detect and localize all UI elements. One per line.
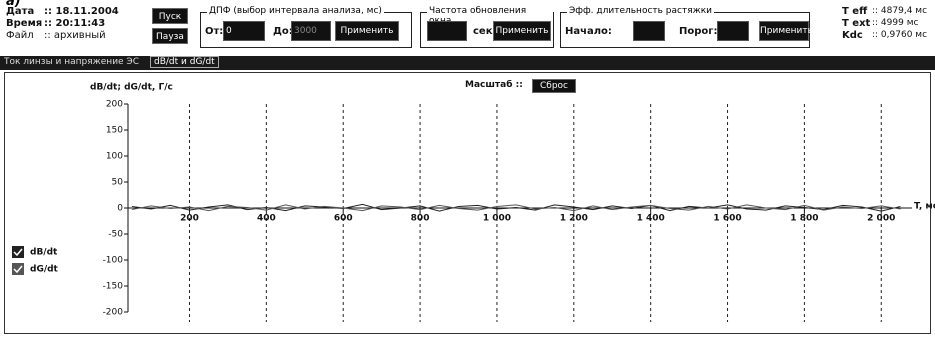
start-input[interactable]	[633, 21, 665, 41]
date-value: :: 18.11.2004	[44, 6, 119, 17]
from-label: От:	[205, 26, 224, 37]
y-tick-label: -150	[103, 282, 124, 292]
apply-button[interactable]: Применить	[493, 21, 551, 41]
time-value: :: 20:11:43	[44, 18, 106, 29]
file-value: :: архивный	[44, 30, 106, 41]
legend-checkbox	[12, 263, 24, 275]
x-tick-label: 1 400	[637, 214, 665, 224]
series-line	[131, 204, 901, 212]
tab-bar	[0, 56, 935, 70]
refresh-group: Частота обновления окна сек Применить	[420, 6, 554, 48]
threshold-input[interactable]	[717, 21, 749, 41]
stat-value: :: 0,9760 мс	[872, 30, 928, 40]
apply-button[interactable]: Применить	[759, 21, 813, 41]
group-title: Эфф. длительность растяжки	[567, 6, 715, 16]
unit-label: сек	[473, 26, 493, 37]
to-input[interactable]: 3000	[291, 21, 331, 41]
pause-button[interactable]: Пауза	[152, 28, 188, 44]
start-button[interactable]: Пуск	[152, 8, 188, 24]
stat-label: T ext	[842, 18, 871, 29]
dft-group: ДПФ (выбор интервала анализа, мс) От: 0 …	[200, 6, 412, 48]
stat-value: :: 4999 мс	[872, 18, 919, 28]
refresh-input[interactable]	[427, 21, 467, 41]
figure-label: а)	[6, 0, 21, 9]
y-tick-label: -200	[103, 308, 124, 318]
file-label: Файл	[6, 30, 34, 41]
x-tick-label: 200	[180, 214, 199, 224]
chart-frame	[4, 72, 931, 334]
legend-label: dG/dt	[30, 265, 59, 275]
tab[interactable]: Ток линзы и напряжение ЭС	[4, 57, 140, 67]
scale-label: Масштаб ::	[465, 80, 523, 90]
y-tick-label: -50	[108, 230, 123, 240]
from-input[interactable]: 0	[223, 21, 265, 41]
reset-button[interactable]: Сброс	[532, 79, 576, 93]
y-tick-label: -100	[103, 256, 124, 266]
y-tick-label: 0	[117, 204, 123, 214]
y-tick-label: 150	[106, 126, 123, 136]
legend-checkbox	[12, 246, 24, 258]
time-label: Время	[6, 18, 43, 29]
date-label: Дата	[6, 6, 35, 17]
stat-label: T eff	[842, 6, 868, 17]
to-label: До:	[273, 26, 293, 37]
threshold-label: Порог:	[679, 26, 718, 37]
group-title: ДПФ (выбор интервала анализа, мс)	[207, 6, 384, 16]
y-tick-label: 50	[112, 178, 124, 188]
start-label: Начало:	[565, 26, 612, 37]
stat-label: Kdc	[842, 30, 863, 41]
x-tick-label: 1 800	[790, 214, 818, 224]
stat-value: :: 4879,4 мс	[872, 6, 928, 16]
x-tick-label: 1 000	[483, 214, 511, 224]
x-tick-label: 1 600	[713, 214, 741, 224]
apply-button[interactable]: Применить	[335, 21, 399, 41]
x-tick-label: 400	[257, 214, 276, 224]
tab-active[interactable]: dB/dt и dG/dt	[150, 56, 219, 68]
legend-label: dB/dt	[30, 248, 58, 258]
x-tick-label: 800	[411, 214, 430, 224]
y-tick-label: 100	[106, 152, 123, 162]
y-tick-label: 200	[106, 100, 123, 110]
legend-check	[13, 265, 23, 274]
stretch-group: Эфф. длительность растяжки Начало: Порог…	[560, 6, 813, 48]
x-tick-label: 600	[334, 214, 353, 224]
y-axis-label: dB/dt; dG/dt, Г/с	[90, 83, 173, 93]
legend-check	[13, 248, 23, 257]
x-tick-label: 2 000	[867, 214, 895, 224]
x-axis-label: T, мс	[914, 202, 935, 212]
x-tick-label: 1 200	[560, 214, 588, 224]
